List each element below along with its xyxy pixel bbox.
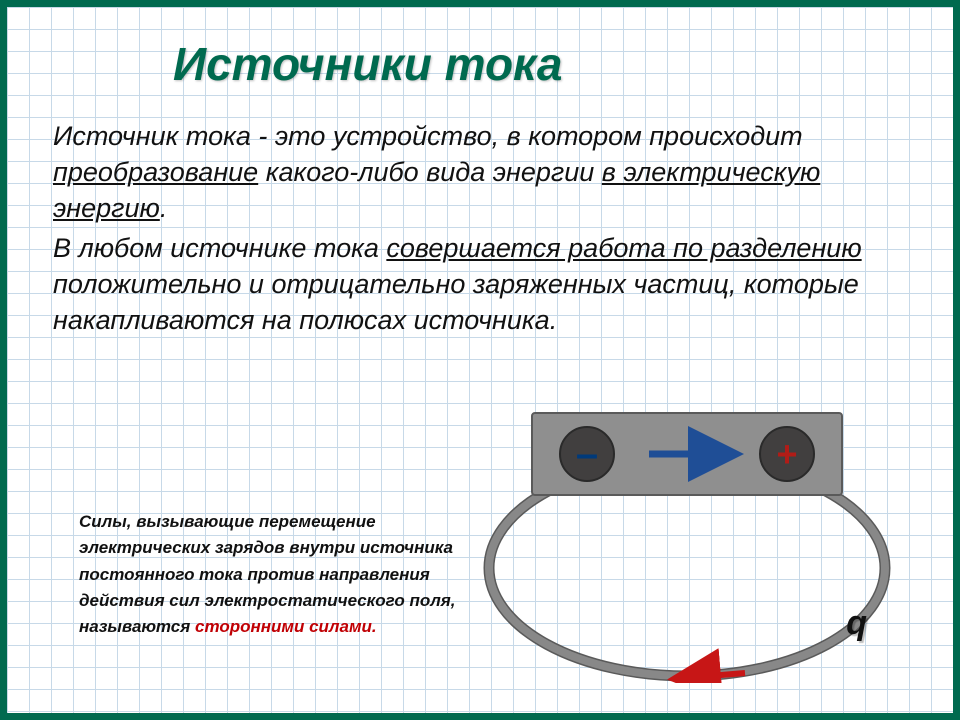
explanation-paragraph: В любом источнике тока совершается работ… xyxy=(53,231,907,339)
slide-frame: Источники тока Источник тока - это устро… xyxy=(0,0,960,720)
caption-highlight: сторонними силами. xyxy=(195,617,377,636)
definition-paragraph: Источник тока - это устройство, в которо… xyxy=(53,119,907,227)
force-caption: Силы, вызывающие перемещение электрическ… xyxy=(79,509,459,641)
minus-label: – xyxy=(576,432,598,476)
charge-label: q xyxy=(846,604,867,643)
slide-title: Источники тока xyxy=(173,37,907,91)
plus-label: + xyxy=(776,434,797,475)
circuit-diagram: – + q xyxy=(477,403,897,683)
diagram-svg: – + xyxy=(477,403,897,683)
